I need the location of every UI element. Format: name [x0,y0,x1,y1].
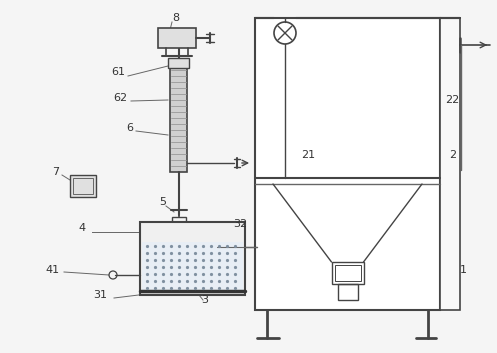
Text: 61: 61 [111,67,125,77]
Bar [158,28,196,48]
Bar [255,18,440,310]
Text: 21: 21 [301,150,315,160]
Bar [168,58,189,68]
Text: 2: 2 [449,150,457,160]
Text: 7: 7 [53,167,60,177]
Text: 3: 3 [201,295,209,305]
Bar [171,217,185,226]
Text: 6: 6 [127,123,134,133]
Text: 8: 8 [172,13,179,23]
Text: 62: 62 [113,93,127,103]
Text: 31: 31 [93,290,107,300]
Text: 1: 1 [460,265,467,275]
Bar [440,18,460,310]
Text: 32: 32 [233,219,247,229]
Text: 4: 4 [79,223,85,233]
Bar [170,66,187,172]
Bar [73,178,93,194]
Bar [70,175,96,197]
Bar [337,284,357,300]
Text: 41: 41 [45,265,59,275]
Bar [140,222,245,295]
Text: 5: 5 [160,197,166,207]
Text: 22: 22 [445,95,459,105]
Bar [334,265,360,281]
Bar [142,242,243,293]
Bar [331,262,363,284]
